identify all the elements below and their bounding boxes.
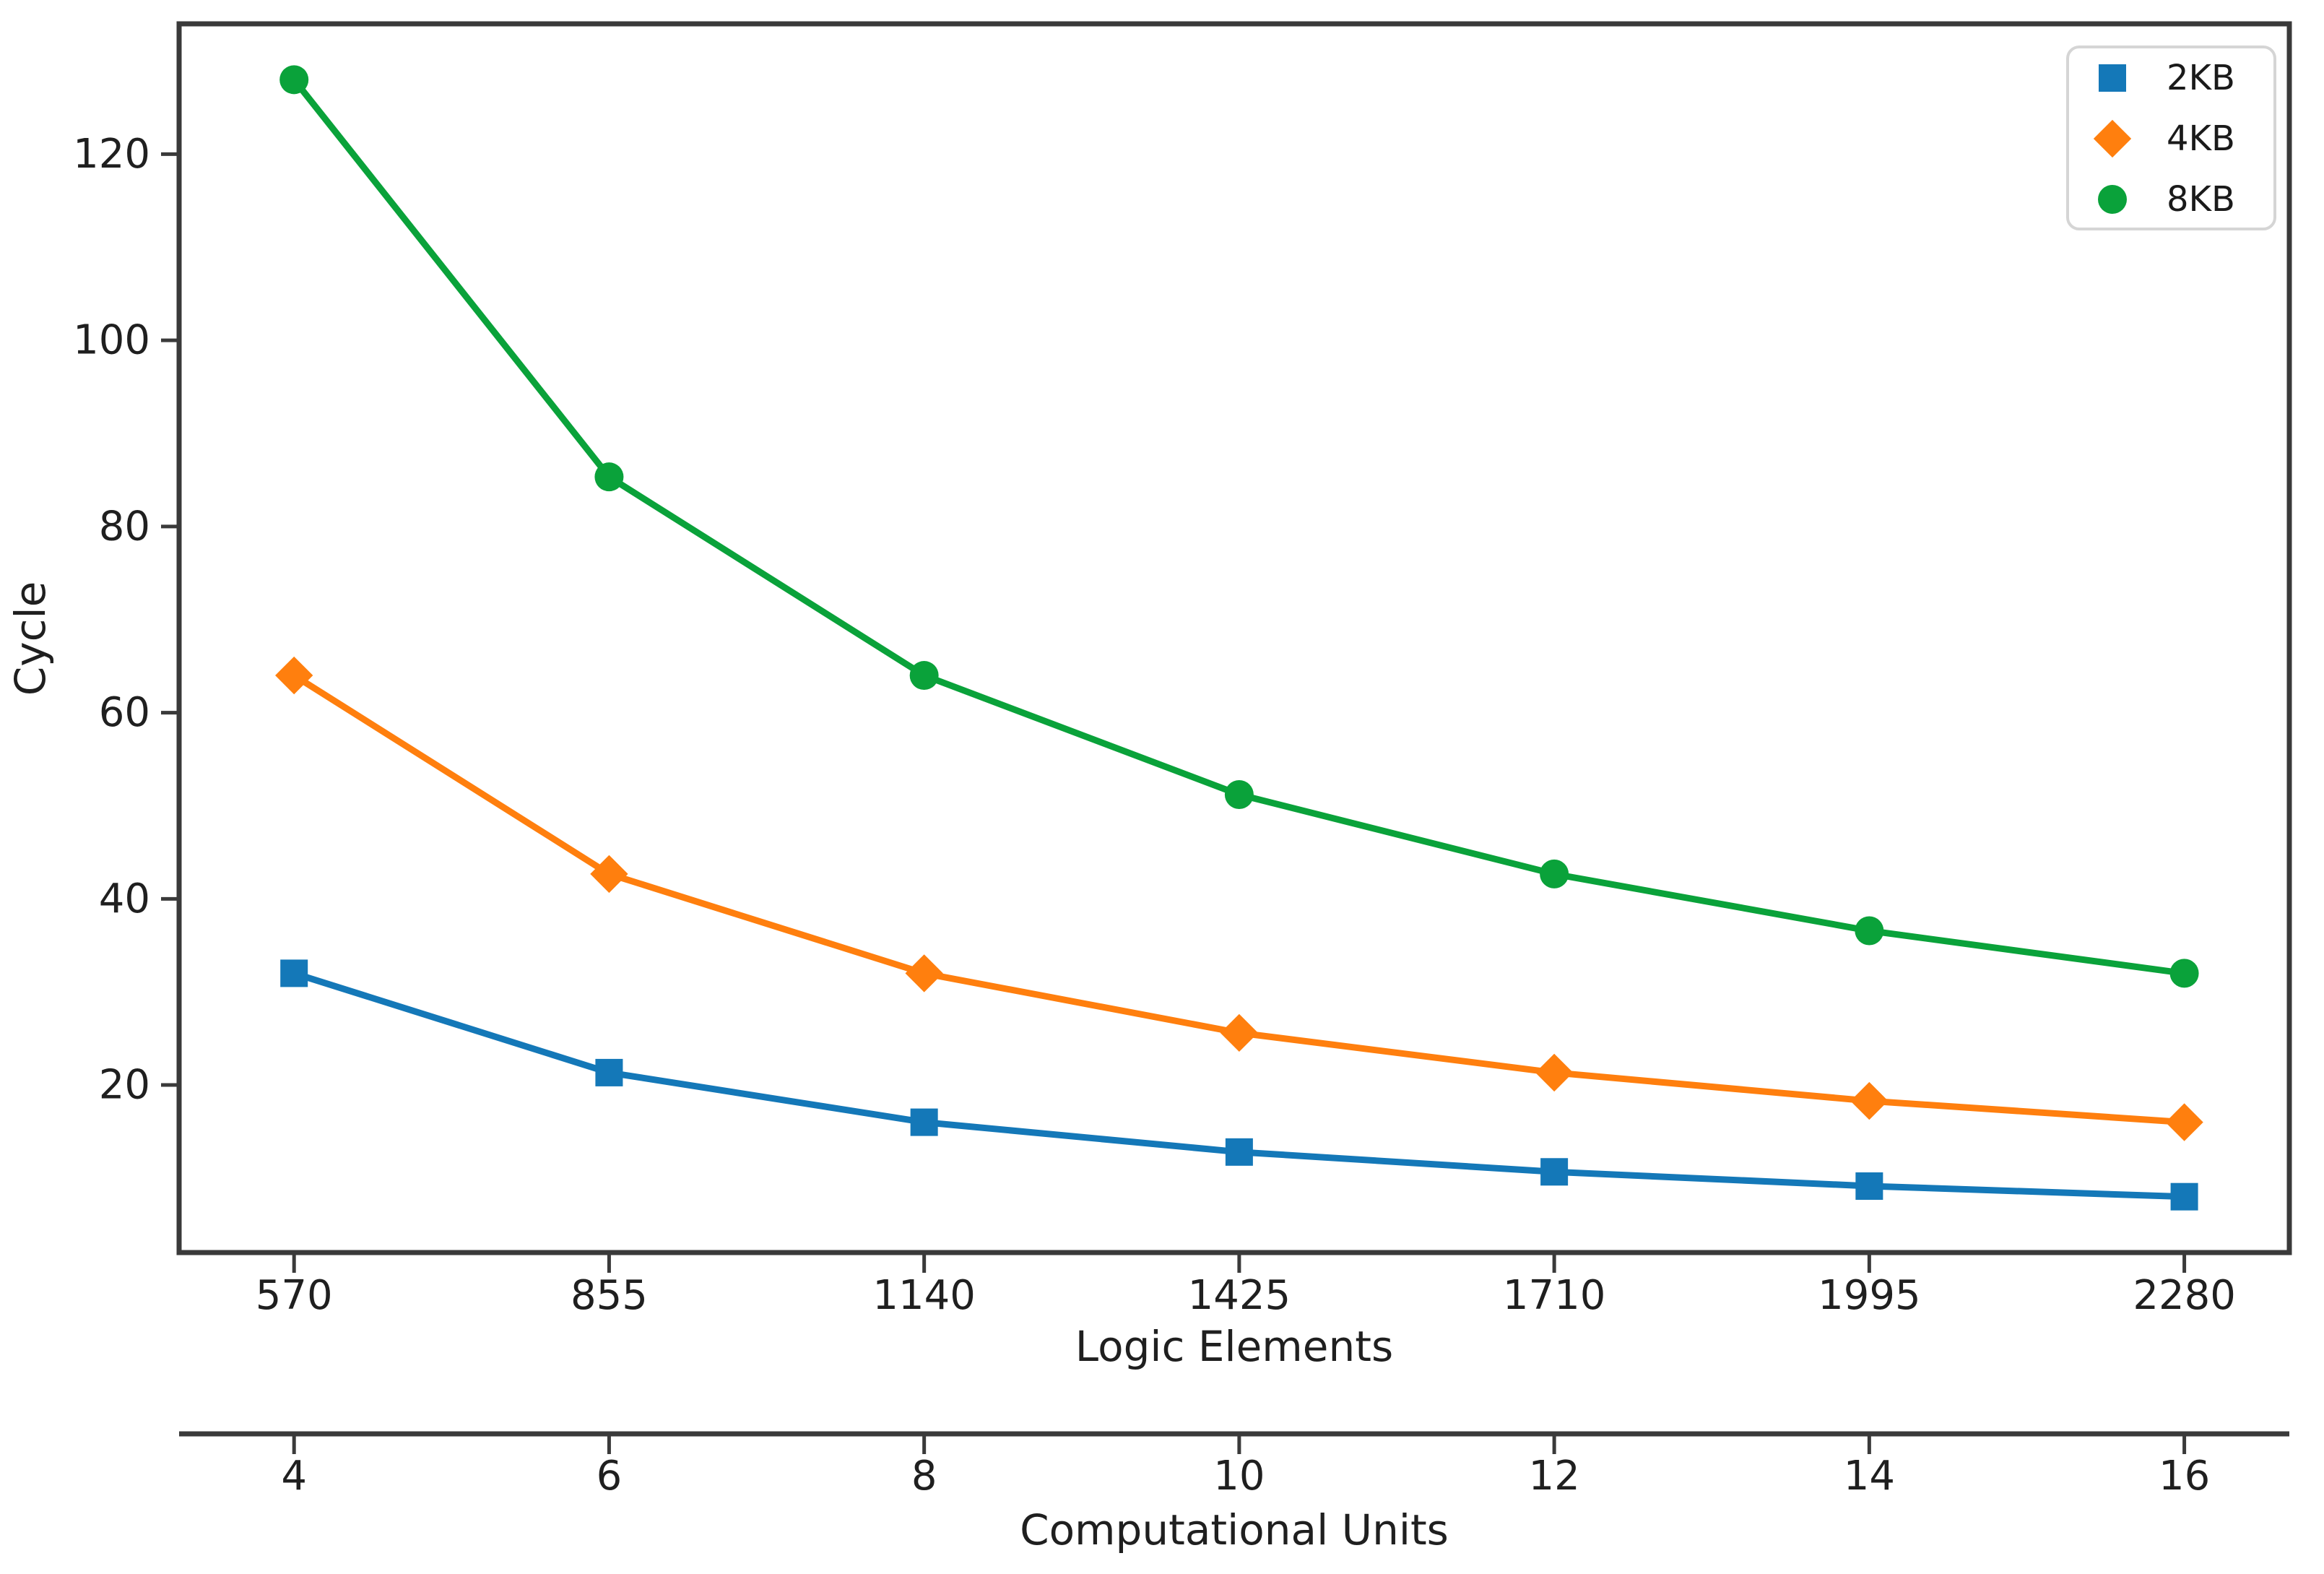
data-point-8KB: [279, 65, 309, 95]
secondary-x-tick-label: 8: [911, 1453, 937, 1500]
secondary-x-tick-label: 14: [1844, 1453, 1895, 1500]
data-point-4KB: [905, 954, 943, 993]
y-tick-label: 40: [99, 875, 150, 922]
legend-label-4KB: 4KB: [2167, 118, 2235, 159]
legend-box: [2066, 46, 2276, 230]
y-tick-label: 120: [73, 131, 150, 178]
secondary-x-axis-title: Computational Units: [1020, 1505, 1449, 1554]
secondary-x-tick-label: 16: [2159, 1453, 2210, 1500]
series-line-4KB: [290, 672, 2188, 1126]
legend-marker-8KB: [2098, 185, 2127, 214]
y-tick-label: 20: [99, 1062, 150, 1109]
data-point-8KB: [909, 661, 939, 691]
data-point-2KB: [2170, 1182, 2198, 1211]
legend-label-2KB: 2KB: [2167, 58, 2235, 98]
data-point-8KB: [594, 462, 624, 492]
x-tick-label: 2280: [2133, 1272, 2236, 1319]
secondary-x-tick-label: 10: [1213, 1453, 1265, 1500]
legend-label-8KB: 8KB: [2167, 179, 2235, 220]
data-point-4KB: [1220, 1013, 1259, 1052]
legend-marker-2KB: [2099, 64, 2126, 92]
series-line-8KB: [290, 76, 2188, 977]
data-point-2KB: [595, 1058, 623, 1086]
data-point-8KB: [1540, 859, 1569, 888]
y-tick-label: 100: [73, 317, 150, 364]
data-point-4KB: [1850, 1081, 1889, 1120]
x-tick-label: 570: [256, 1272, 333, 1319]
plot-area: [176, 21, 2292, 1255]
data-point-2KB: [1225, 1138, 1253, 1166]
data-point-2KB: [1540, 1158, 1569, 1186]
y-tick-label: 60: [99, 689, 150, 736]
secondary-x-tick-label: 6: [597, 1453, 623, 1500]
data-point-2KB: [280, 959, 308, 987]
data-point-8KB: [1224, 779, 1254, 809]
secondary-x-tick-label: 12: [1528, 1453, 1579, 1500]
x-tick-label: 855: [571, 1272, 648, 1319]
data-point-4KB: [275, 656, 313, 695]
x-tick-label: 1425: [1188, 1272, 1291, 1319]
x-tick-label: 1140: [872, 1272, 976, 1319]
data-point-2KB: [910, 1108, 938, 1136]
data-point-8KB: [2169, 959, 2199, 988]
data-point-4KB: [1535, 1053, 1574, 1092]
data-point-8KB: [1855, 916, 1884, 946]
y-tick-label: 80: [99, 503, 150, 550]
data-point-4KB: [590, 855, 628, 894]
data-point-2KB: [1855, 1172, 1883, 1200]
data-point-4KB: [2165, 1103, 2203, 1141]
x-tick-label: 1995: [1818, 1272, 1921, 1319]
y-axis-title: Cycle: [6, 581, 55, 696]
x-axis-title: Logic Elements: [1075, 1322, 1393, 1371]
x-tick-label: 1710: [1503, 1272, 1606, 1319]
secondary-x-tick-label: 4: [281, 1453, 307, 1500]
